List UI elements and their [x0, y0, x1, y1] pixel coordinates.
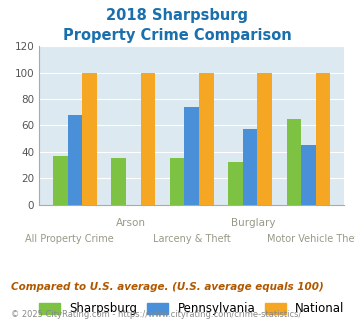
Bar [228, 162, 243, 205]
Bar [170, 158, 184, 205]
Text: All Property Crime: All Property Crime [25, 234, 114, 244]
Text: Arson: Arson [116, 218, 146, 228]
Text: Property Crime Comparison: Property Crime Comparison [63, 28, 292, 43]
Text: Motor Vehicle Theft: Motor Vehicle Theft [267, 234, 355, 244]
Bar [141, 73, 155, 205]
Legend: Sharpsburg, Pennsylvania, National: Sharpsburg, Pennsylvania, National [34, 298, 349, 320]
Bar [286, 119, 301, 205]
Text: © 2025 CityRating.com - https://www.cityrating.com/crime-statistics/: © 2025 CityRating.com - https://www.city… [11, 310, 301, 319]
Bar [301, 145, 316, 205]
Bar [316, 73, 331, 205]
Text: Compared to U.S. average. (U.S. average equals 100): Compared to U.S. average. (U.S. average … [11, 282, 323, 292]
Bar [82, 73, 97, 205]
Bar [257, 73, 272, 205]
Bar [53, 156, 67, 205]
Bar [111, 158, 126, 205]
Text: 2018 Sharpsburg: 2018 Sharpsburg [106, 8, 248, 23]
Text: Larceny & Theft: Larceny & Theft [153, 234, 231, 244]
Bar [243, 129, 257, 205]
Bar [184, 107, 199, 205]
Bar [199, 73, 214, 205]
Bar [67, 115, 82, 205]
Text: Burglary: Burglary [230, 218, 275, 228]
